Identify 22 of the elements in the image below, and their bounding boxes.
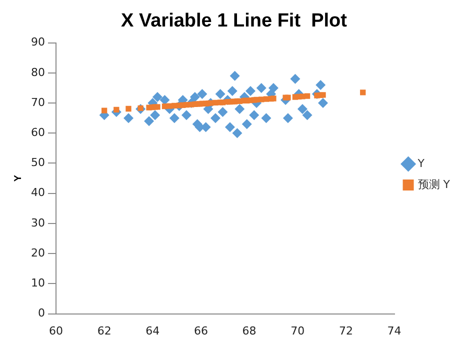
y-tick-label: 30 bbox=[30, 216, 45, 230]
y-tick-label: 60 bbox=[30, 126, 45, 139]
x-tick-label: 60 bbox=[48, 324, 63, 338]
x-tick-label: 66 bbox=[194, 324, 208, 338]
y-axis-title: Y bbox=[12, 174, 24, 182]
x-tick-label: 74 bbox=[387, 324, 402, 338]
chart-title: X Variable 1 Line Fit Plot bbox=[121, 10, 348, 32]
y-tick-label: 70 bbox=[30, 96, 45, 109]
y-tick-label: 40 bbox=[30, 186, 45, 200]
y-tick-label: 10 bbox=[30, 276, 45, 290]
y-tick-label: 90 bbox=[30, 36, 45, 49]
x-tick-label: 64 bbox=[146, 324, 160, 338]
x-tick-label: 62 bbox=[97, 324, 112, 338]
legend-label: Y bbox=[416, 156, 425, 170]
x-tick-label: 70 bbox=[290, 324, 305, 338]
y-tick-label: 20 bbox=[30, 246, 45, 260]
y-tick-label: 0 bbox=[38, 306, 45, 320]
y-tick-label: 50 bbox=[30, 156, 45, 170]
x-tick-label: 72 bbox=[338, 324, 353, 338]
x-tick-label: 68 bbox=[242, 324, 256, 338]
legend-label: 预测 Y bbox=[418, 178, 450, 191]
y-tick-label: 80 bbox=[30, 66, 45, 79]
